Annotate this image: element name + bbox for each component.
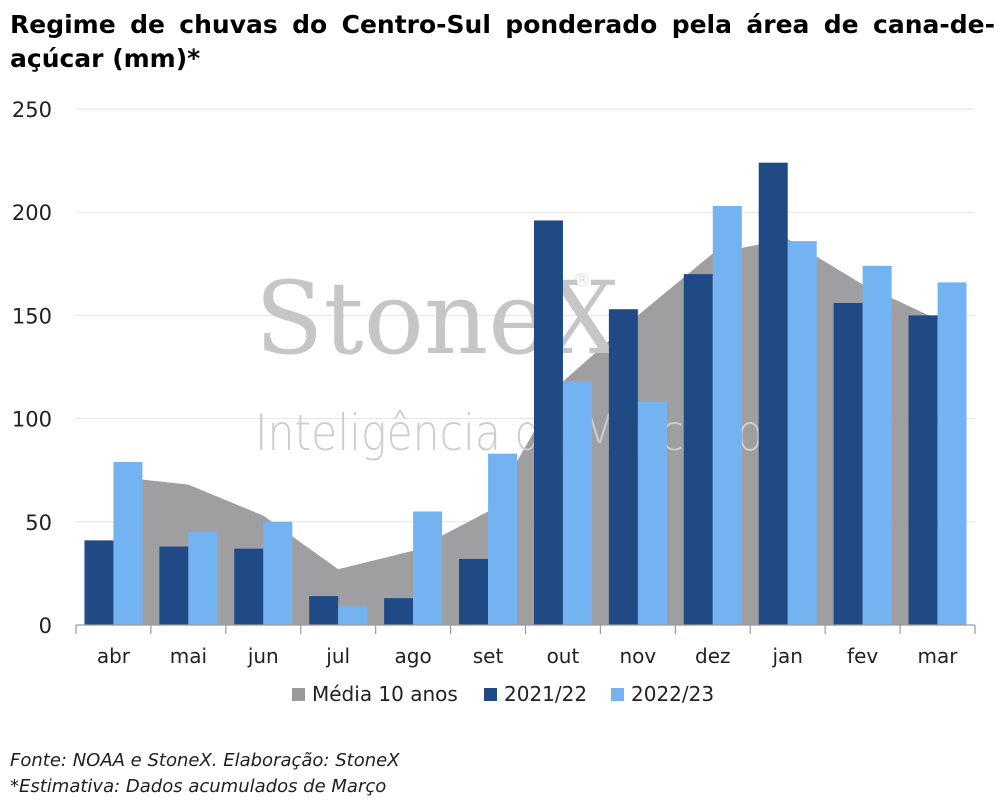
x-category-label: abr <box>97 644 131 668</box>
bar-2021-22-mai <box>159 546 189 625</box>
x-category-label: dez <box>695 644 731 668</box>
y-tick-labels: 0 50 100 150 200 250 <box>12 98 52 638</box>
legend-swatch <box>611 688 624 701</box>
x-category-label: out <box>547 644 580 668</box>
bar-2021-22-out <box>533 220 563 625</box>
bar-2021-22-nov <box>608 309 638 625</box>
bar-2021-22-fev <box>833 303 863 625</box>
x-category-label: fev <box>847 644 878 668</box>
bar-2022-23-jan <box>787 241 817 625</box>
bar-2021-22-set <box>459 558 489 625</box>
bar-2021-22-dez <box>683 274 713 625</box>
axes <box>75 624 976 634</box>
bar-2021-22-jan <box>758 162 788 625</box>
source-note: Fonte: NOAA e StoneX. Elaboração: StoneX <box>10 750 400 771</box>
x-category-label: jul <box>325 644 350 668</box>
estimate-note: *Estimativa: Dados acumulados de Março <box>10 776 387 797</box>
x-category-labels: abr mai jun jul ago set out nov dez jan fev mar <box>97 644 958 668</box>
x-category-label: mai <box>170 644 207 668</box>
watermark-registered: ® <box>573 270 591 291</box>
bar-2022-23-mar <box>937 282 967 625</box>
x-category-label: jun <box>247 644 279 668</box>
chart-title: Regime de chuvas do Centro-Sul ponderado… <box>10 10 995 73</box>
bar-2021-22-mar <box>908 315 938 625</box>
bar-2022-23-set <box>488 453 518 625</box>
legend-label: 2022/23 <box>631 682 714 706</box>
x-category-label: jan <box>771 644 803 668</box>
legend-label: Média 10 anos <box>312 682 458 706</box>
bar-2022-23-nov <box>637 402 667 625</box>
bar-2022-23-dez <box>712 206 742 625</box>
x-category-label: ago <box>395 644 432 668</box>
x-category-label: nov <box>620 644 657 668</box>
legend: Média 10 anos 2021/22 2022/23 <box>292 682 714 706</box>
bar-2022-23-ago <box>413 511 443 625</box>
rainfall-chart: StoneX ® Inteligência de Mercado 0 50 100 1… <box>12 98 976 706</box>
watermark-brand: StoneX <box>255 260 619 377</box>
legend-swatch <box>484 688 497 701</box>
bar-2022-23-mai <box>188 532 218 625</box>
bar-2022-23-abr <box>113 461 143 625</box>
legend-swatch <box>292 688 305 701</box>
bars <box>84 162 967 625</box>
y-tick-label: 100 <box>12 408 52 432</box>
bar-2021-22-jun <box>234 548 264 625</box>
bar-2021-22-abr <box>84 540 114 625</box>
bar-2022-23-out <box>562 381 592 625</box>
bar-2022-23-jun <box>263 521 293 625</box>
watermark-tagline: Inteligência de Mercado <box>255 404 763 462</box>
legend-label: 2021/22 <box>504 682 587 706</box>
x-category-label: set <box>473 644 504 668</box>
bar-2021-22-ago <box>384 598 414 625</box>
y-tick-label: 250 <box>12 98 52 122</box>
bar-2021-22-jul <box>309 596 339 625</box>
y-tick-label: 0 <box>39 614 52 638</box>
y-tick-label: 50 <box>25 511 52 535</box>
y-tick-label: 150 <box>12 304 52 328</box>
x-category-label: mar <box>918 644 959 668</box>
bar-2022-23-jul <box>338 606 368 625</box>
bar-2022-23-fev <box>862 265 892 625</box>
y-tick-label: 200 <box>12 201 52 225</box>
